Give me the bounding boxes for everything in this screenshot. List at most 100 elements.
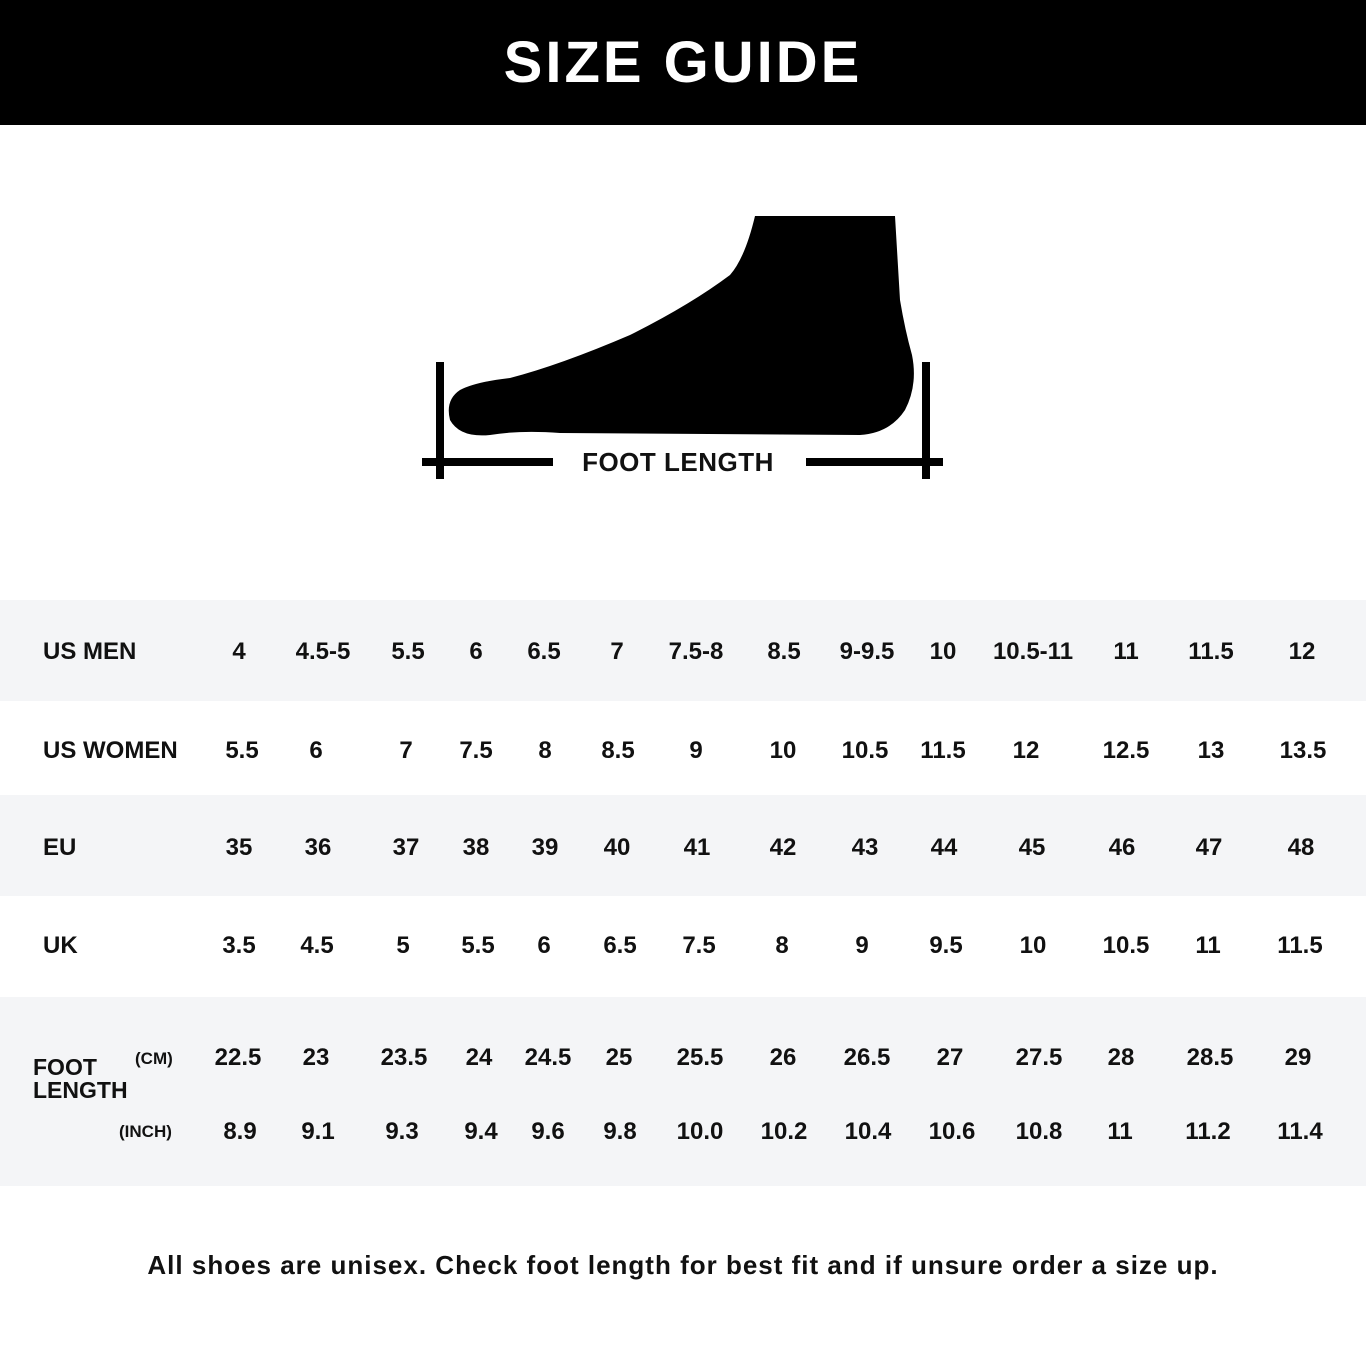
foot-length-inch-cell: 11.2 [1185,1118,1231,1145]
size-cell-us-women: 10.5 [841,737,889,764]
size-cell-uk: 6.5 [603,932,637,959]
row-label-eu: EU [43,834,77,861]
foot-length-inch-cell: 10.0 [676,1118,724,1145]
size-cell-us-women: 13.5 [1279,737,1327,764]
size-cell-uk: 8 [775,932,789,959]
size-cell-us-men: 9-9.5 [839,638,895,665]
size-cell-eu: 38 [462,834,490,861]
foot-length-inch-cell: 8.9 [223,1118,257,1145]
foot-length-inch-cell: 10.8 [1015,1118,1063,1145]
measure-line-left [422,458,553,466]
size-cell-uk: 10 [1019,932,1047,959]
size-cell-uk: 7.5 [682,932,716,959]
foot-length-inch-cell: 9.1 [301,1118,335,1145]
size-cell-us-women: 6 [309,737,323,764]
size-cell-us-men: 8.5 [767,638,801,665]
size-cell-uk: 11 [1195,932,1221,959]
foot-length-cm-cell: 28.5 [1186,1044,1234,1071]
size-cell-uk: 6 [537,932,551,959]
foot-length-caption: FOOT LENGTH [582,447,774,477]
size-cell-us-women: 10 [769,737,797,764]
size-cell-eu: 45 [1018,834,1046,861]
size-cell-uk: 11.5 [1277,932,1323,959]
size-cell-us-men: 6.5 [527,638,561,665]
size-cell-eu: 44 [930,834,958,861]
size-cell-us-women: 8.5 [601,737,635,764]
size-cell-us-men: 7.5-8 [668,638,724,665]
row-band-foot-length [0,997,1366,1186]
measure-left-tick [436,362,444,479]
row-label-us-women: US WOMEN [43,737,178,764]
size-cell-uk: 5.5 [461,932,495,959]
size-cell-eu: 42 [769,834,797,861]
foot-length-inch-cell: 10.6 [928,1118,976,1145]
size-cell-us-women: 11.5 [920,737,966,764]
foot-length-cm-cell: 26 [769,1044,797,1071]
size-cell-us-men: 7 [610,638,624,665]
size-cell-us-men: 4.5-5 [295,638,351,665]
size-cell-uk: 4.5 [300,932,334,959]
size-cell-us-men: 11 [1113,638,1139,665]
size-cell-us-women: 8 [538,737,552,764]
foot-length-inch-cell: 9.8 [603,1118,637,1145]
size-cell-us-men: 10 [929,638,957,665]
foot-length-cm-cell: 24 [465,1044,493,1071]
foot-length-cm-cell: 22.5 [214,1044,262,1071]
foot-length-inch-cell: 11 [1107,1118,1133,1145]
foot-length-inch-cell: 10.2 [760,1118,808,1145]
measure-right-tick [922,362,930,479]
size-cell-eu: 35 [225,834,253,861]
size-cell-eu: 43 [851,834,879,861]
row-label-us-men: US MEN [43,638,137,665]
header-banner: SIZE GUIDE [0,0,1366,125]
size-cell-uk: 9.5 [929,932,963,959]
size-cell-eu: 41 [683,834,711,861]
footnote: All shoes are unisex. Check foot length … [147,1250,1219,1280]
measure-line-right [806,458,943,466]
foot-length-cm-cell: 27 [936,1044,964,1071]
row-label-uk: UK [43,932,78,959]
foot-length-cm-cell: 25 [605,1044,633,1071]
size-cell-us-women: 7 [399,737,413,764]
size-cell-us-women: 7.5 [459,737,493,764]
foot-length-cm-cell: 27.5 [1015,1044,1063,1071]
size-cell-eu: 40 [603,834,631,861]
size-cell-us-men: 12 [1288,638,1316,665]
size-cell-us-men: 11.5 [1188,638,1234,665]
foot-length-cm-cell: 29 [1284,1044,1312,1071]
foot-icon [448,216,914,436]
size-cell-us-women: 13 [1197,737,1225,764]
size-cell-us-women: 9 [689,737,703,764]
size-cell-eu: 48 [1287,834,1315,861]
cm-unit-label: (CM) [135,1049,173,1068]
row-band-eu [0,795,1366,896]
foot-length-cm-cell: 23 [302,1044,330,1071]
size-cell-eu: 47 [1195,834,1223,861]
size-cell-eu: 39 [531,834,559,861]
foot-length-inch-cell: 9.4 [464,1118,498,1145]
size-cell-us-men: 5.5 [391,638,425,665]
size-cell-eu: 37 [392,834,420,861]
foot-length-cm-cell: 25.5 [676,1044,724,1071]
foot-length-inch-cell: 9.6 [531,1118,565,1145]
foot-length-cm-cell: 24.5 [524,1044,572,1071]
size-cell-eu: 46 [1108,834,1136,861]
page-title: SIZE GUIDE [503,30,863,95]
size-cell-us-women: 12.5 [1102,737,1150,764]
size-cell-us-men: 6 [469,638,483,665]
size-cell-uk: 10.5 [1102,932,1150,959]
size-cell-eu: 36 [304,834,332,861]
size-cell-uk: 9 [855,932,869,959]
size-cell-us-women: 12 [1012,737,1040,764]
inch-unit-label: (INCH) [119,1122,172,1141]
size-cell-us-women: 5.5 [225,737,259,764]
foot-length-label-line2: LENGTH [33,1077,128,1103]
foot-length-inch-cell: 10.4 [844,1118,892,1145]
foot-length-inch-cell: 11.4 [1277,1118,1323,1145]
foot-length-label-line1: FOOT [33,1054,97,1080]
foot-length-cm-cell: 28 [1107,1044,1135,1071]
foot-length-inch-cell: 9.3 [385,1118,419,1145]
size-cell-us-men: 10.5-11 [992,638,1074,665]
foot-length-cm-cell: 23.5 [380,1044,428,1071]
size-cell-uk: 5 [396,932,410,959]
